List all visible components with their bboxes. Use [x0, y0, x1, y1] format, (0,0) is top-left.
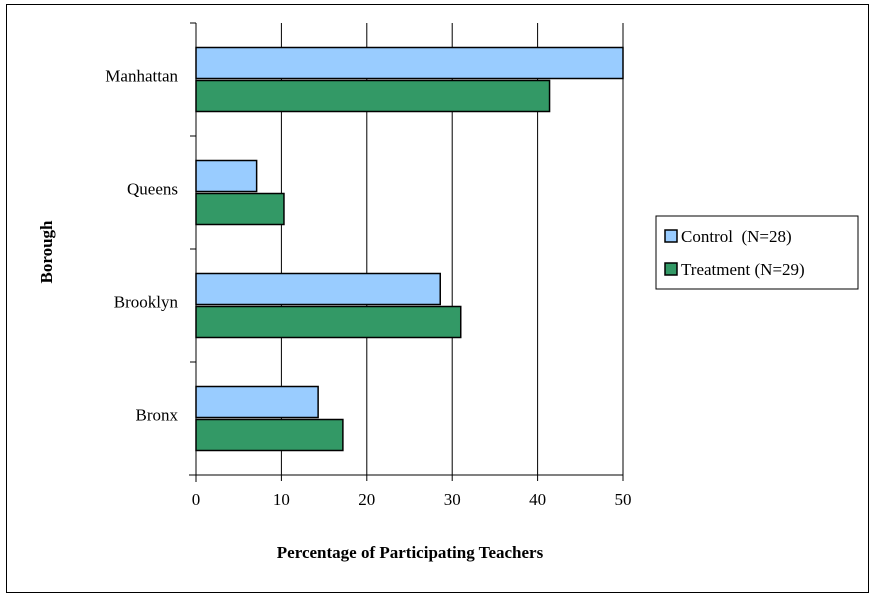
- y-tick-label-queens: Queens: [127, 179, 178, 198]
- y-tick-label-bronx: Bronx: [136, 405, 179, 424]
- legend-box: [655, 215, 859, 290]
- x-tick-labels: 0 10 20 30 40 50: [192, 490, 632, 509]
- legend-swatch-control: [664, 229, 678, 243]
- bar-brooklyn-treatment: [195, 305, 462, 339]
- y-axis-title: Borough: [37, 220, 56, 284]
- x-tick-label-50: 50: [615, 490, 632, 509]
- x-tick-label-30: 30: [444, 490, 461, 509]
- y-tick-label-brooklyn: Brooklyn: [114, 292, 179, 311]
- bar-brooklyn-control: [195, 272, 441, 306]
- y-tick-label-manhattan: Manhattan: [105, 66, 178, 85]
- legend-swatch-treatment: [664, 262, 678, 276]
- legend-label-control: Control (N=28): [681, 227, 792, 246]
- legend-label-treatment: Treatment (N=29): [681, 260, 805, 279]
- y-tick-labels: Manhattan Queens Brooklyn Bronx: [105, 66, 178, 424]
- bar-queens-treatment: [195, 192, 285, 226]
- x-tick-label-0: 0: [192, 490, 201, 509]
- x-axis-title: Percentage of Participating Teachers: [277, 543, 544, 562]
- bar-bronx-control: [195, 385, 319, 419]
- x-tick-label-40: 40: [529, 490, 546, 509]
- x-tick-label-20: 20: [358, 490, 375, 509]
- x-tick-label-10: 10: [273, 490, 290, 509]
- axes: [189, 22, 624, 482]
- bar-manhattan-control: [195, 46, 624, 80]
- bar-manhattan-treatment: [195, 79, 551, 113]
- bar-bronx-treatment: [195, 418, 344, 452]
- legend: Control (N=28) Treatment (N=29): [655, 215, 859, 290]
- bar-queens-control: [195, 159, 258, 193]
- bars: [195, 46, 624, 452]
